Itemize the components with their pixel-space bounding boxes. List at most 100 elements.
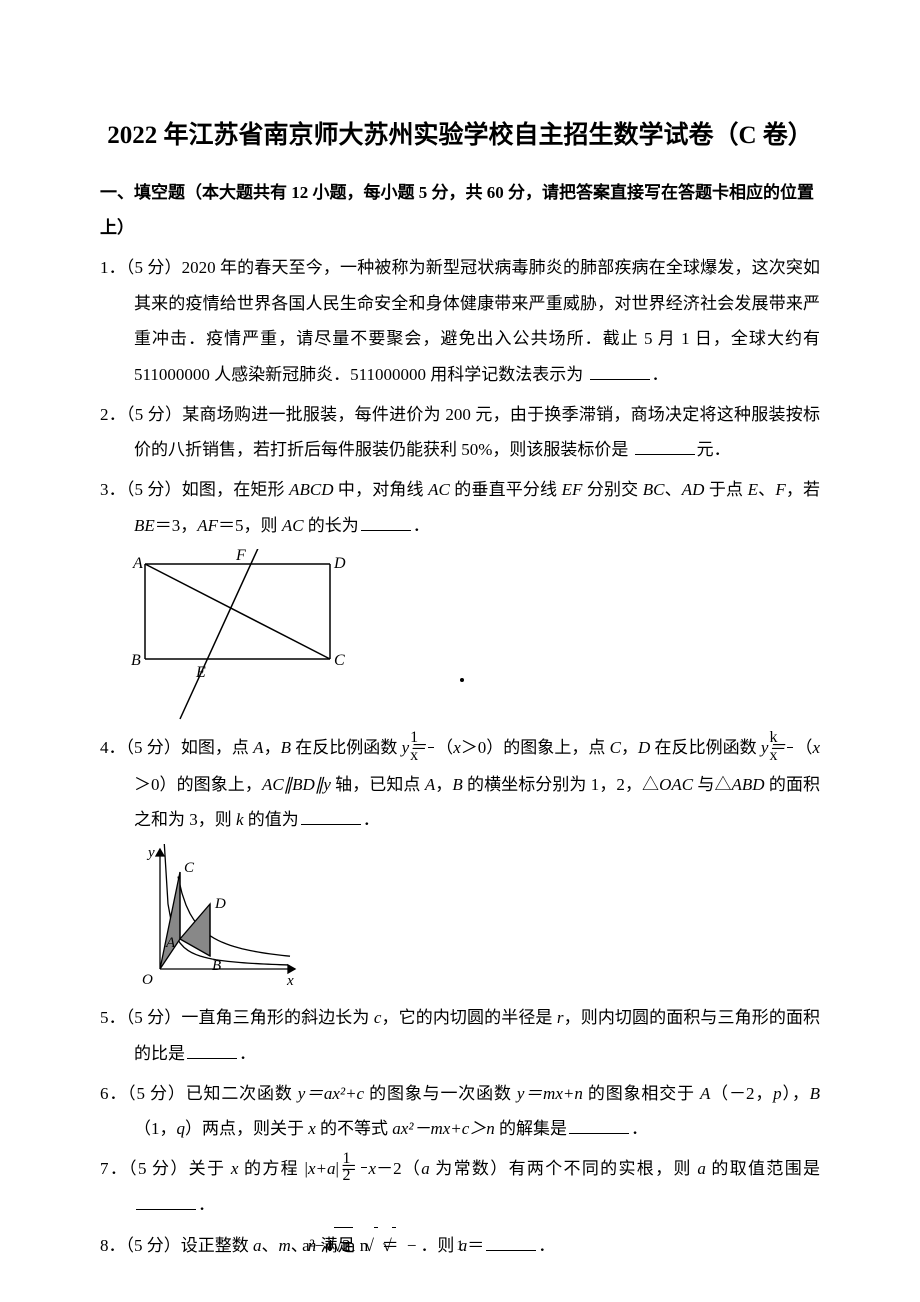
q7-frac-num: 1 (361, 1151, 367, 1169)
problem-5: 5．（5 分）一直角三角形的斜边长为 c，它的内切圆的半径是 r，则内切圆的面积… (100, 1000, 820, 1071)
q6-A: A (700, 1084, 710, 1103)
q4-h: （ (795, 738, 812, 757)
svg-text:D: D (214, 896, 226, 912)
q5-label: 5．（5 分） (100, 1008, 181, 1027)
q1-text-a: 2020 年的春天至今，一种被称为新型冠状病毒肺炎的肺部疾病在全球爆发，这次突如… (134, 258, 820, 384)
svg-text:x: x (286, 973, 294, 989)
q4-oac: OAC (659, 775, 693, 794)
q1-text-b: ． (652, 365, 669, 384)
q2-blank (635, 436, 695, 456)
q4-o: 的值为 (244, 810, 299, 829)
q4-d: （ (436, 738, 453, 757)
q5-blank (187, 1039, 237, 1059)
svg-text:C: C (184, 860, 195, 876)
q3-blank (361, 511, 411, 531)
q6-B: B (810, 1084, 820, 1103)
q3-c: 的垂直平分线 (450, 480, 562, 499)
q3-i: ＝3， (155, 516, 198, 535)
svg-text:F: F (235, 549, 246, 564)
q5-d: ． (239, 1044, 256, 1063)
q4-i: ＞0）的图象上， (134, 775, 262, 794)
q6-d: （－2， (710, 1084, 773, 1103)
q2-text-b: 元． (697, 440, 731, 459)
q4-l: 的横坐标分别为 1，2，△ (463, 775, 659, 794)
q3-a: 如图，在矩形 (182, 480, 289, 499)
q6-e: ）， (782, 1084, 810, 1103)
q3-h: ，若 (786, 480, 820, 499)
q3-ac2: AC (282, 516, 304, 535)
q7-frac: 12 (361, 1151, 367, 1186)
q4-a: 如图，点 (181, 738, 253, 757)
problem-4: 4．（5 分）如图，点 A，B 在反比例函数 y＝1x（x＞0）的图象上，点 C… (100, 730, 820, 838)
q4-frac2-den: x (787, 748, 793, 765)
svg-text:B: B (212, 958, 221, 974)
svg-text:y: y (146, 845, 155, 861)
q6-j: ． (631, 1119, 648, 1138)
q4-x: x (453, 738, 461, 757)
q3-g: 、 (758, 480, 775, 499)
q4-C: C (610, 738, 621, 757)
q3-ff: F (775, 480, 785, 499)
q4-A2: A (425, 775, 435, 794)
q3-be: BE (134, 516, 155, 535)
q3-ad: AD (682, 480, 705, 499)
q3-f: 于点 (704, 480, 747, 499)
problem-1: 1．（5 分）2020 年的春天至今，一种被称为新型冠状病毒肺炎的肺部疾病在全球… (100, 250, 820, 393)
q7-b: 的方程 | (238, 1159, 308, 1178)
problem-3: 3．（5 分）如图，在矩形 ABCD 中，对角线 AC 的垂直平分线 EF 分别… (100, 472, 820, 543)
q4-g: 在反比例函数 (650, 738, 761, 757)
svg-text:A: A (165, 935, 176, 951)
q6-a: 已知二次函数 (186, 1084, 298, 1103)
q4-frac1-den: x (428, 748, 434, 765)
q6-i: 的解集是 (495, 1119, 567, 1138)
q4-A: A (253, 738, 263, 757)
q7-d: －2（ (376, 1159, 421, 1178)
q6-label: 6．（5 分） (100, 1084, 186, 1103)
q4-c: 在反比例函数 (291, 738, 402, 757)
q3-label: 3．（5 分） (100, 480, 182, 499)
figure-q4: OyxABCD (130, 844, 820, 994)
svg-text:C: C (334, 652, 345, 669)
q3-e: 、 (664, 480, 681, 499)
q6-x: x (308, 1119, 316, 1138)
q4-b: ， (264, 738, 281, 757)
center-dot (460, 678, 464, 682)
q1-label: 1．（5 分） (100, 258, 182, 277)
q3-ee: E (748, 480, 758, 499)
q6-eq2: y＝mx+n (517, 1084, 583, 1103)
q5-a: 一直角三角形的斜边长为 (181, 1008, 373, 1027)
svg-text:D: D (333, 555, 346, 572)
q4-label: 4．（5 分） (100, 738, 181, 757)
problem-2: 2．（5 分）某商场购进一批服装，每件进价为 200 元，由于换季滞销，商场决定… (100, 397, 820, 468)
q6-p: p (773, 1084, 782, 1103)
q7-e: 为常数）有两个不同的实根，则 (430, 1159, 698, 1178)
q6-c: 的图象相交于 (583, 1084, 700, 1103)
q7-x2: x (369, 1159, 377, 1178)
q7-f: 的取值范围是 (706, 1159, 820, 1178)
q3-b: 中，对角线 (333, 480, 428, 499)
q4-acbd: AC∥BD∥y (262, 775, 331, 794)
svg-text:A: A (132, 555, 143, 572)
q6-b: 的图象与一次函数 (364, 1084, 517, 1103)
q5-b: ，它的内切圆的半径是 (381, 1008, 556, 1027)
q7-frac-den: 2 (361, 1168, 367, 1185)
q4-f: ， (621, 738, 638, 757)
q3-ef: EF (562, 480, 583, 499)
q6-g: ）两点，则关于 (185, 1119, 308, 1138)
q2-label: 2．（5 分） (100, 405, 182, 424)
problem-7: 7．（5 分）关于 x 的方程 |x+a|＝12x－2（a 为常数）有两个不同的… (100, 1151, 820, 1223)
q6-ineq: ax²－mx+c＞n (392, 1119, 494, 1138)
q4-k: ， (435, 775, 452, 794)
q3-abcd: ABCD (289, 480, 333, 499)
q4-m: 与△ (693, 775, 731, 794)
q4-x2: x (813, 738, 821, 757)
section-header: 一、填空题（本大题共有 12 小题，每小题 5 分，共 60 分，请把答案直接写… (100, 175, 820, 246)
q7-xa: x+a (308, 1159, 336, 1178)
q7-a: 关于 (189, 1159, 231, 1178)
exam-title: 2022 年江苏省南京师大苏州实验学校自主招生数学试卷（C 卷） (100, 110, 820, 163)
problem-6: 6．（5 分）已知二次函数 y＝ax²+c 的图象与一次函数 y＝mx+n 的图… (100, 1076, 820, 1147)
q4-B2: B (452, 775, 462, 794)
q4-frac1: 1x (428, 730, 434, 765)
q7-a2: a (697, 1159, 706, 1178)
q3-af: AF (197, 516, 218, 535)
